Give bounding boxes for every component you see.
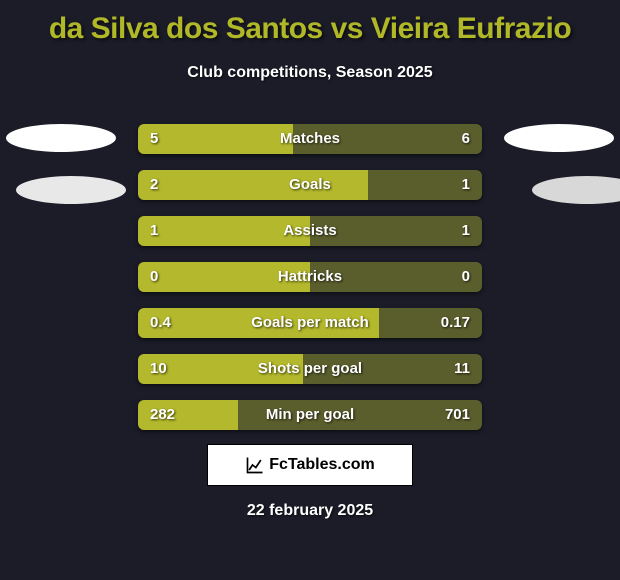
stat-row: 0Hattricks0 — [138, 262, 482, 292]
stat-value-right: 0.17 — [441, 308, 470, 338]
stat-row: 1Assists1 — [138, 216, 482, 246]
stat-value-right: 1 — [462, 216, 470, 246]
stat-label: Goals per match — [138, 308, 482, 338]
stat-value-right: 701 — [445, 400, 470, 430]
player-left-shape-2 — [16, 176, 126, 204]
stat-value-right: 6 — [462, 124, 470, 154]
page-title: da Silva dos Santos vs Vieira Eufrazio — [0, 0, 620, 46]
stat-row: 10Shots per goal11 — [138, 354, 482, 384]
fctables-logo: FcTables.com — [207, 444, 413, 486]
stat-row: 282Min per goal701 — [138, 400, 482, 430]
stat-row: 5Matches6 — [138, 124, 482, 154]
chart-icon — [245, 455, 265, 475]
stat-value-right: 1 — [462, 170, 470, 200]
player-right-shape-1 — [504, 124, 614, 152]
stat-label: Shots per goal — [138, 354, 482, 384]
stat-label: Matches — [138, 124, 482, 154]
stat-label: Goals — [138, 170, 482, 200]
stat-row: 2Goals1 — [138, 170, 482, 200]
stat-label: Assists — [138, 216, 482, 246]
stats-bars: 5Matches62Goals11Assists10Hattricks00.4G… — [138, 124, 482, 446]
date-label: 22 february 2025 — [0, 502, 620, 520]
logo-text: FcTables.com — [269, 456, 375, 474]
stat-row: 0.4Goals per match0.17 — [138, 308, 482, 338]
stat-label: Min per goal — [138, 400, 482, 430]
stat-label: Hattricks — [138, 262, 482, 292]
player-left-shape-1 — [6, 124, 116, 152]
subtitle: Club competitions, Season 2025 — [0, 64, 620, 82]
stat-value-right: 11 — [454, 354, 470, 384]
player-right-shape-2 — [532, 176, 620, 204]
stat-value-right: 0 — [462, 262, 470, 292]
